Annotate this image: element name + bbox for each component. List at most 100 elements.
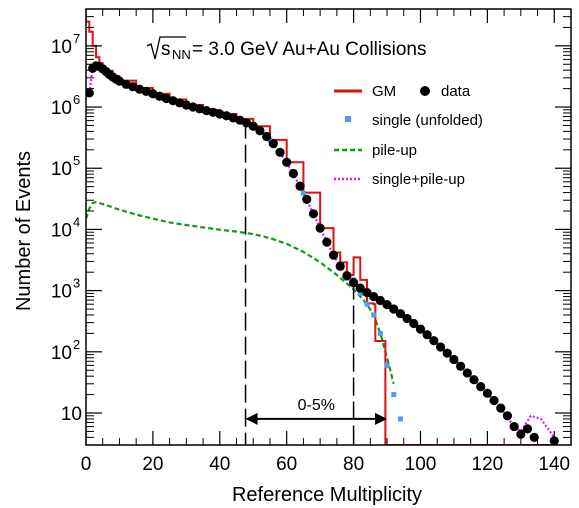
svg-text:2: 2: [73, 337, 80, 352]
data-point: [442, 348, 452, 358]
x-tick-label: 20: [142, 454, 163, 475]
single-point: [384, 362, 390, 368]
chart-title: s NN = 3.0 GeV Au+Au Collisions: [146, 36, 426, 62]
legend-sum-label: single+pile-up: [372, 171, 465, 188]
legend-pileup-label: pile-up: [372, 142, 417, 159]
svg-text:10: 10: [51, 37, 72, 58]
single-point: [267, 137, 273, 143]
y-tick-label: 10 7: [51, 31, 80, 58]
data-point: [295, 181, 305, 191]
data-point: [328, 250, 339, 260]
svg-text:10: 10: [51, 282, 72, 303]
data-point: [288, 168, 298, 179]
data-point: [268, 139, 278, 149]
data-point: [422, 330, 432, 340]
data-point: [375, 295, 385, 306]
data-point: [335, 261, 345, 271]
series-single-pile-up: [88, 64, 556, 439]
data-point: [469, 375, 479, 385]
data-point: [435, 342, 446, 352]
data-point: [282, 157, 292, 167]
x-axis-ticks: 0 20 40 60 80 100 120 140: [81, 9, 572, 475]
data-point: [322, 237, 332, 247]
y-tick-label: 10: [61, 404, 82, 425]
data-point: [462, 368, 472, 378]
data-point: [522, 424, 533, 434]
data-point: [502, 411, 513, 421]
svg-text:4: 4: [73, 214, 80, 229]
data-point: [409, 318, 419, 329]
data-point: [449, 354, 459, 365]
series-gm: [86, 20, 555, 445]
data-point: [262, 131, 272, 142]
data-point: [369, 291, 379, 302]
svg-text:10: 10: [51, 98, 72, 119]
single-point: [371, 312, 377, 318]
data-point: [482, 388, 492, 398]
y-tick-label: 10 2: [51, 337, 80, 364]
annotations: 0-5%: [244, 120, 388, 445]
y-tick-label: 10 4: [51, 214, 80, 241]
legend: GM data single (unfolded) pile-up single…: [334, 83, 483, 188]
data-point: [496, 403, 506, 413]
x-tick-label: 40: [209, 454, 230, 475]
gm-histogram-line: [86, 20, 555, 445]
data-point: [248, 121, 258, 131]
single-pile-up-line: [88, 64, 556, 439]
data-point: [415, 324, 426, 334]
y-tick-label: 10 5: [51, 153, 80, 180]
data-point: [389, 304, 399, 314]
data-point: [362, 287, 372, 298]
x-tick-label: 0: [81, 454, 92, 475]
data-point: [382, 300, 392, 310]
data-point: [255, 126, 265, 136]
data-point: [429, 336, 439, 346]
data-point: [315, 223, 325, 233]
x-tick-label: 140: [538, 454, 570, 475]
data-point: [509, 421, 519, 432]
arrow-head-right-icon: [375, 412, 388, 425]
y-tick-label: 10 3: [51, 276, 80, 303]
series-data: [86, 61, 559, 445]
title-text: = 3.0 GeV Au+Au Collisions: [192, 39, 426, 60]
single-point: [357, 290, 363, 296]
y-tick-label: 10 6: [51, 92, 80, 119]
title-subscript: NN: [172, 47, 191, 62]
single-point: [397, 416, 403, 422]
svg-text:10: 10: [61, 404, 82, 425]
data-point: [302, 194, 312, 204]
data-point: [86, 88, 94, 98]
single-point: [377, 330, 383, 336]
legend-single-label: single (unfolded): [372, 112, 483, 129]
legend-data-marker: [420, 86, 430, 96]
data-point: [516, 429, 526, 439]
data-point: [342, 271, 352, 281]
title-sqrt-symbol: s: [161, 39, 171, 60]
x-tick-label: 60: [276, 454, 297, 475]
y-axis-label: Number of Events: [13, 151, 35, 311]
single-point: [364, 301, 370, 307]
x-tick-label: 80: [343, 454, 364, 475]
data-point: [308, 209, 319, 219]
data-point: [489, 395, 499, 406]
legend-single-marker: [345, 116, 351, 122]
data-point: [456, 361, 466, 371]
svg-text:5: 5: [73, 153, 80, 168]
data-point: [275, 147, 285, 157]
legend-data-label: data: [441, 83, 471, 100]
plot-area: [86, 20, 559, 445]
svg-text:10: 10: [51, 220, 72, 241]
plot-frame: [85, 8, 572, 446]
x-tick-label: 120: [472, 454, 504, 475]
data-point: [355, 283, 365, 293]
svg-text:10: 10: [51, 343, 72, 364]
svg-text:3: 3: [73, 276, 80, 291]
legend-gm-label: GM: [372, 83, 396, 100]
x-axis-label: Reference Multiplicity: [232, 484, 422, 506]
data-point: [402, 313, 412, 324]
svg-text:10: 10: [51, 159, 72, 180]
svg-text:7: 7: [73, 31, 80, 46]
pile-up-line: [86, 200, 395, 385]
